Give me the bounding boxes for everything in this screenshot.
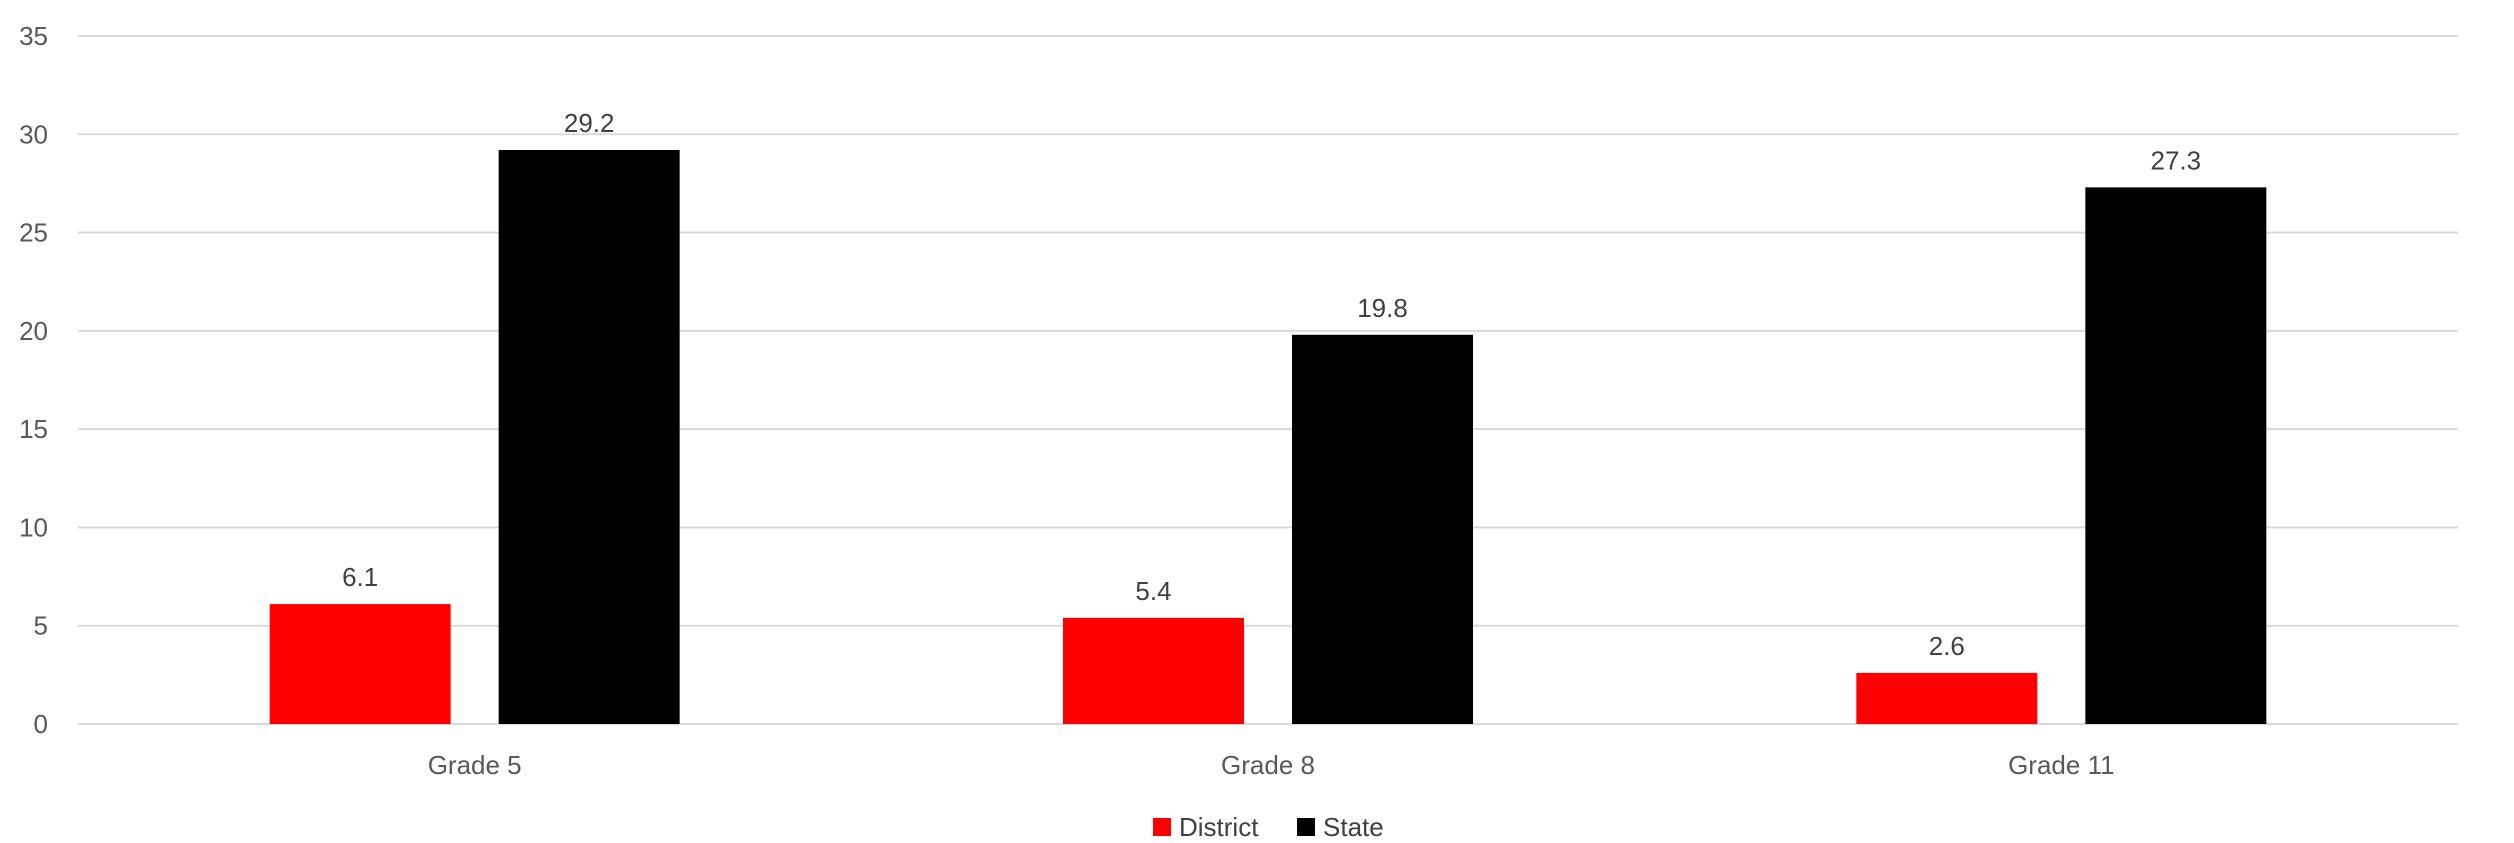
bar-district-grade-5 (269, 604, 451, 724)
legend-swatch-district (1153, 818, 1171, 836)
y-tick-label: 0 (34, 709, 48, 739)
data-label: 29.2 (564, 108, 615, 138)
x-axis-ticks: Grade 5 Grade 8 Grade 11 (428, 750, 2115, 780)
data-label: 19.8 (1357, 293, 1408, 323)
data-labels: 6.1 29.2 5.4 19.8 2.6 27.3 (342, 108, 2201, 661)
legend-label-state: State (1323, 812, 1384, 842)
y-tick-label: 25 (19, 218, 48, 248)
x-tick-label: Grade 5 (428, 750, 522, 780)
bar-district-grade-11 (1856, 672, 2038, 724)
gridlines (78, 35, 2458, 725)
y-axis-ticks: 0 5 10 15 20 25 30 35 (19, 21, 48, 739)
legend-swatch-state (1297, 818, 1315, 836)
bars (269, 150, 2267, 725)
data-label: 27.3 (2151, 145, 2202, 175)
bar-state-grade-8 (1292, 334, 1473, 724)
y-tick-label: 10 (19, 512, 48, 542)
bar-state-grade-11 (2085, 187, 2267, 725)
data-label: 6.1 (342, 562, 378, 592)
y-tick-label: 30 (19, 119, 48, 149)
legend-label-district: District (1179, 812, 1259, 842)
y-tick-label: 5 (34, 611, 48, 641)
y-tick-label: 35 (19, 21, 48, 51)
x-tick-label: Grade 11 (2008, 750, 2114, 780)
data-label: 5.4 (1135, 576, 1171, 606)
y-tick-label: 20 (19, 316, 48, 346)
bar-state-grade-5 (498, 150, 680, 725)
data-label: 2.6 (1929, 631, 1965, 661)
y-tick-label: 15 (19, 414, 48, 444)
x-tick-label: Grade 8 (1221, 750, 1315, 780)
bar-district-grade-8 (1063, 617, 1244, 724)
legend: District State (1153, 812, 1384, 842)
